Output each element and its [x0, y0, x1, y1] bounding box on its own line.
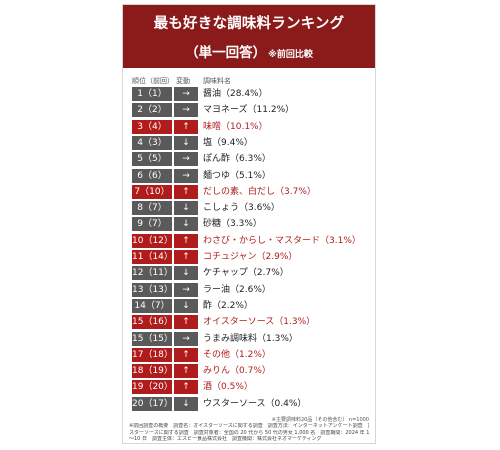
seasoning-label: 砂糖（3.3%）: [203, 219, 262, 230]
ranking-card: 最も好きな調味料ランキング （単一回答） ※前回比較 順位（前回） 変動 調味料名…: [122, 4, 376, 444]
change-arrow-icon: →: [174, 103, 198, 118]
table-row: 14（7） ↓ 酢（2.2%）: [123, 298, 375, 314]
change-arrow-icon: ↑: [174, 119, 198, 134]
rank-cell: 7（10）: [132, 184, 172, 199]
change-arrow-icon: →: [174, 152, 198, 167]
rank-cell: 14（7）: [132, 298, 172, 313]
table-row: 4（3） ↓ 塩（9.4%）: [123, 135, 375, 151]
footnote-line: スターソースに関する調査 調査対象者：全国の 20 代から 50 代の男女 1,…: [129, 429, 369, 436]
change-arrow-icon: →: [174, 168, 198, 183]
change-arrow-icon: ↓: [174, 266, 198, 281]
seasoning-label: ウスターソース（0.4%）: [203, 398, 307, 409]
table-row: 10（12） ↑ わさび・からし・マスタード（3.1%）: [123, 233, 375, 249]
column-header-name: 調味料名: [203, 77, 231, 85]
change-arrow-icon: ↑: [174, 364, 198, 379]
seasoning-label: うまみ調味料（1.3%）: [203, 333, 298, 344]
rank-cell: 20（17）: [132, 396, 173, 411]
rank-cell: 1（1）: [132, 87, 172, 101]
change-arrow-icon: ↓: [174, 396, 198, 411]
rank-cell: 11（14）: [132, 250, 173, 264]
rank-cell: 15（16）: [132, 315, 173, 330]
sample-note: ※主要調味料20品（その他含む） n=1000: [271, 417, 369, 423]
seasoning-label: オイスターソース（1.3%）: [203, 317, 316, 328]
seasoning-label: 酒（0.5%）: [203, 382, 253, 393]
rank-cell: 13（13）: [132, 282, 173, 297]
seasoning-label: ラー油（2.6%）: [203, 284, 271, 295]
column-header-rank: 順位（前回）: [132, 77, 174, 85]
table-row: 1（1） → 醤油（28.4%）: [123, 86, 375, 102]
table-row: 13（13） → ラー油（2.6%）: [123, 282, 375, 298]
seasoning-label: コチュジャン（2.9%）: [203, 252, 298, 262]
seasoning-label: 酢（2.2%）: [203, 300, 253, 311]
chart-subtitle: （単一回答）: [185, 45, 267, 61]
table-row: 2（2） → マヨネーズ（11.2%）: [123, 102, 375, 118]
change-arrow-icon: ↑: [174, 233, 198, 248]
table-row: 17（18） ↑ その他（1.2%）: [123, 347, 375, 363]
chart-title: 最も好きな調味料ランキング: [153, 16, 345, 32]
rank-cell: 9（7）: [132, 217, 172, 232]
table-row: 12（11） ↓ ケチャップ（2.7%）: [123, 265, 375, 281]
seasoning-label: だしの素、白だし（3.7%）: [203, 186, 316, 197]
seasoning-label: こしょう（3.6%）: [203, 203, 280, 214]
subtitle-note: ※前回比較: [268, 50, 313, 60]
seasoning-label: ぽん酢（6.3%）: [203, 154, 271, 165]
table-row: 15（15） → うまみ調味料（1.3%）: [123, 331, 375, 347]
rank-cell: 19（20）: [132, 380, 173, 395]
change-arrow-icon: ↑: [174, 380, 198, 395]
subtitle-line: （単一回答） ※前回比較: [123, 41, 375, 61]
seasoning-label: 味噌（10.1%）: [203, 121, 268, 132]
change-arrow-icon: →: [174, 87, 198, 101]
change-arrow-icon: ↑: [174, 250, 198, 264]
survey-footnote: ※前回調査の概要 調査名：オイスターソースに関する調査 調査方法：インターネット…: [129, 423, 369, 443]
seasoning-label: 醤油（28.4%）: [203, 89, 268, 99]
rank-cell: 4（3）: [132, 135, 172, 150]
change-arrow-icon: ↑: [174, 184, 198, 199]
seasoning-label: 麺つゆ（5.1%）: [203, 170, 271, 181]
change-arrow-icon: ↓: [174, 135, 198, 150]
table-row: 7（10） ↑ だしの素、白だし（3.7%）: [123, 184, 375, 200]
change-arrow-icon: ↑: [174, 315, 198, 330]
rank-cell: 12（11）: [132, 266, 173, 281]
rank-cell: 10（12）: [132, 233, 173, 248]
seasoning-label: マヨネーズ（11.2%）: [203, 105, 295, 116]
seasoning-label: 塩（9.4%）: [203, 137, 253, 148]
rank-cell: 8（7）: [132, 201, 172, 216]
change-arrow-icon: →: [174, 282, 198, 297]
rank-cell: 15（15）: [132, 331, 173, 346]
change-arrow-icon: →: [174, 331, 198, 346]
seasoning-label: みりん（0.7%）: [203, 366, 271, 377]
rank-cell: 17（18）: [132, 347, 173, 362]
rank-cell: 5（5）: [132, 152, 172, 167]
column-header-change: 変動: [176, 77, 190, 85]
seasoning-label: ケチャップ（2.7%）: [203, 268, 289, 279]
header-banner: 最も好きな調味料ランキング （単一回答） ※前回比較: [123, 5, 375, 68]
table-row: 19（20） ↑ 酒（0.5%）: [123, 379, 375, 395]
footnote-line: ※前回調査の概要 調査名：オイスターソースに関する調査 調査方法：インターネット…: [129, 423, 369, 429]
table-row: 20（17） ↓ ウスターソース（0.4%）: [123, 396, 375, 412]
rank-cell: 6（6）: [132, 168, 172, 183]
footnote-line: 〜10 日 調査主体：エスビー食品株式会社 調査機関：株式会社ネオマーケティング: [129, 436, 322, 442]
change-arrow-icon: ↑: [174, 347, 198, 362]
table-row: 3（4） ↑ 味噌（10.1%）: [123, 119, 375, 135]
change-arrow-icon: ↓: [174, 201, 198, 216]
table-row: 15（16） ↑ オイスターソース（1.3%）: [123, 314, 375, 330]
seasoning-label: わさび・からし・マスタード（3.1%）: [203, 235, 361, 246]
table-row: 5（5） → ぽん酢（6.3%）: [123, 151, 375, 167]
table-row: 6（6） → 麺つゆ（5.1%）: [123, 168, 375, 184]
change-arrow-icon: ↓: [174, 217, 198, 232]
table-row: 18（19） ↑ みりん（0.7%）: [123, 363, 375, 379]
table-row: 11（14） ↑ コチュジャン（2.9%）: [123, 249, 375, 265]
rank-cell: 2（2）: [132, 103, 172, 118]
rank-cell: 18（19）: [132, 364, 173, 379]
change-arrow-icon: ↓: [174, 298, 198, 313]
seasoning-label: その他（1.2%）: [203, 349, 271, 360]
rank-cell: 3（4）: [132, 119, 172, 134]
table-row: 9（7） ↓ 砂糖（3.3%）: [123, 216, 375, 232]
table-row: 8（7） ↓ こしょう（3.6%）: [123, 200, 375, 216]
